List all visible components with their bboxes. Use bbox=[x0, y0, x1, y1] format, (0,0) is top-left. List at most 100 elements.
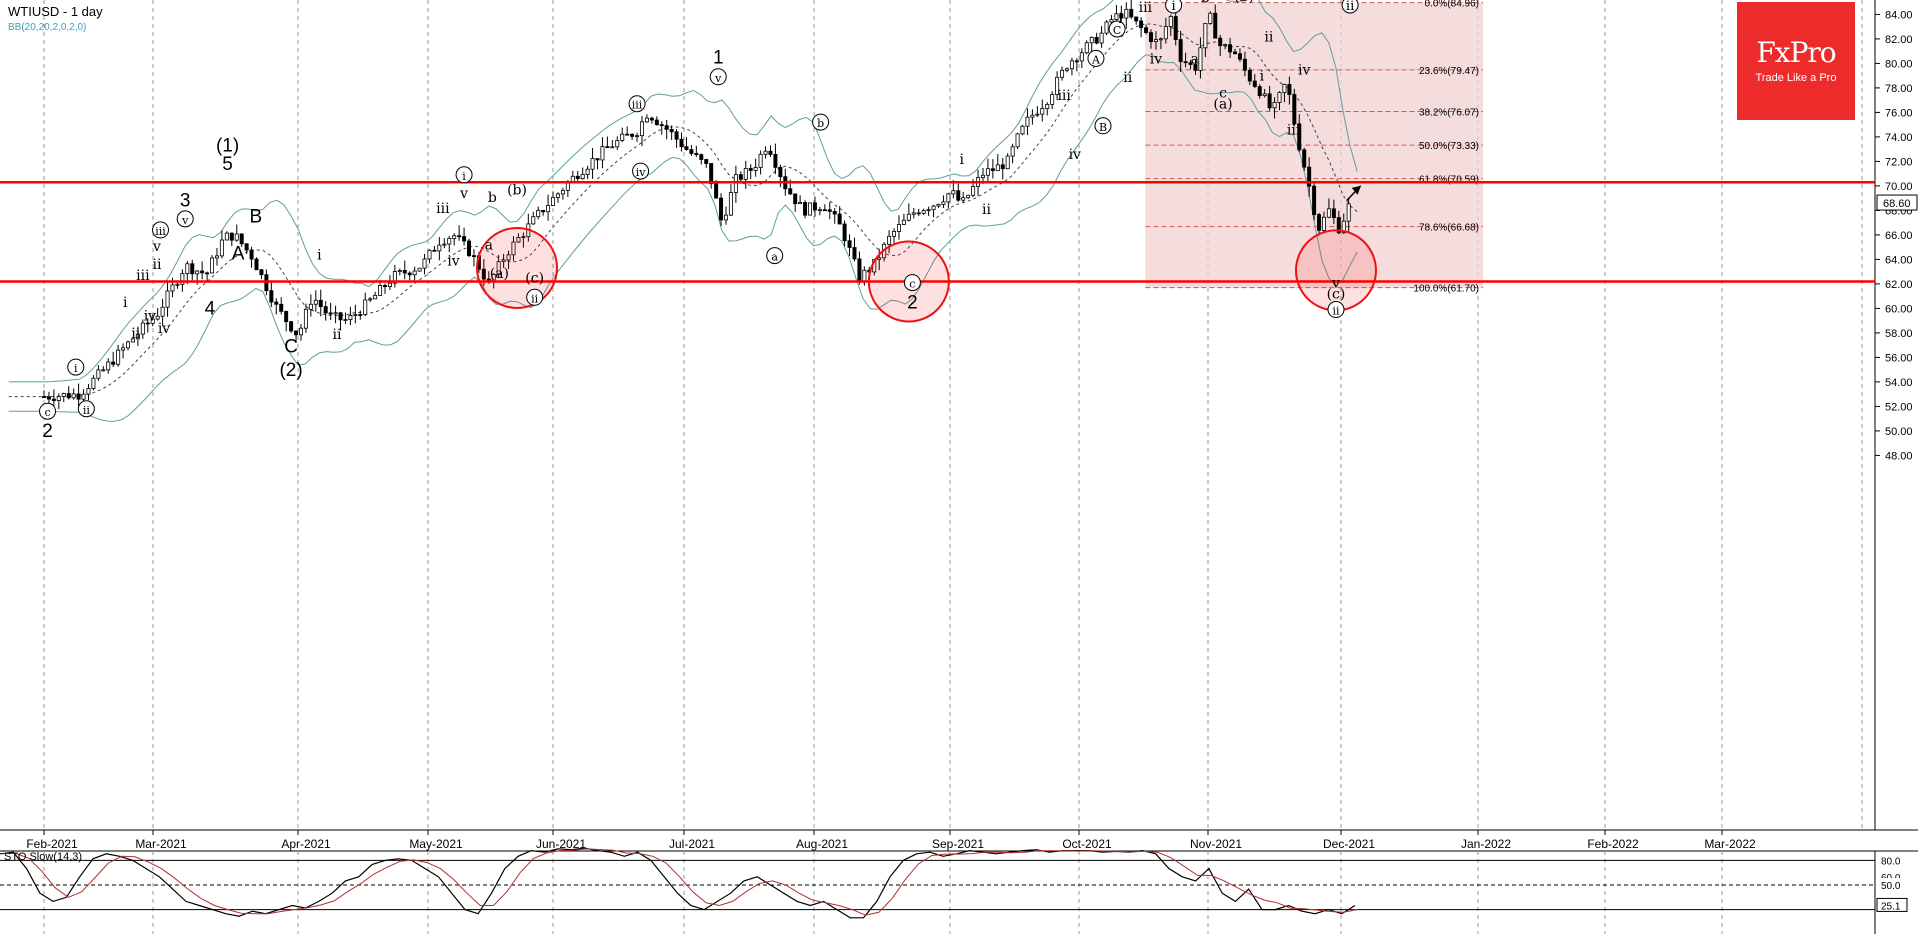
wave-label: v bbox=[181, 214, 189, 227]
x-tick-label: Jan-2022 bbox=[1461, 837, 1511, 851]
candle-body bbox=[555, 193, 560, 198]
candle-body bbox=[827, 209, 832, 212]
stoch-tick-box bbox=[1877, 853, 1907, 867]
candle-body bbox=[135, 333, 140, 340]
candle-body bbox=[471, 255, 476, 258]
wave-label: A bbox=[1091, 53, 1101, 66]
candle-body bbox=[1307, 166, 1312, 187]
wave-label: iii bbox=[436, 201, 450, 217]
fib-level-label: 61.8%(70.59) bbox=[1419, 175, 1479, 186]
candle-body bbox=[862, 269, 867, 282]
candle-body bbox=[1060, 69, 1065, 78]
stoch-tick-box bbox=[1876, 897, 1908, 912]
candle-body bbox=[1331, 208, 1336, 218]
candle-body bbox=[768, 150, 773, 155]
candle-body bbox=[1045, 104, 1050, 109]
wave-label: iii bbox=[1139, 0, 1153, 16]
wave-label: 3 bbox=[180, 191, 191, 212]
candle-body bbox=[467, 240, 472, 257]
candle-body bbox=[224, 232, 229, 241]
candle-body bbox=[437, 244, 442, 252]
candle-body bbox=[684, 146, 689, 150]
wave-label: c bbox=[909, 278, 915, 291]
wave-label: ii bbox=[1123, 70, 1132, 86]
wave-label: (1) bbox=[216, 136, 239, 157]
bollinger-upper-band bbox=[8, 0, 1358, 383]
candle-body bbox=[1312, 185, 1317, 216]
candle-body bbox=[674, 131, 679, 140]
candle-body bbox=[1079, 52, 1084, 62]
candle-body bbox=[605, 146, 610, 149]
wave-label: i bbox=[1118, 11, 1123, 27]
chart-title: WTIUSD - 1 day bbox=[8, 4, 103, 19]
candle-body bbox=[298, 327, 303, 336]
candle-body bbox=[363, 299, 368, 315]
candle-body bbox=[615, 140, 620, 148]
candle-body bbox=[121, 347, 126, 351]
candle-body bbox=[1035, 113, 1040, 116]
candle-body bbox=[214, 255, 219, 259]
logo-name: FxPro bbox=[1756, 36, 1836, 69]
wave-label: a bbox=[485, 238, 493, 254]
candle-body bbox=[56, 396, 61, 401]
candle-body bbox=[259, 269, 264, 276]
candle-body bbox=[1000, 164, 1005, 170]
indicator-label: BB(20,20,2,0,2,0) bbox=[8, 22, 87, 33]
candle-body bbox=[382, 285, 387, 287]
candle-body bbox=[931, 205, 936, 211]
candle-body bbox=[911, 212, 916, 215]
candle-body bbox=[941, 201, 946, 205]
candle-body bbox=[392, 271, 397, 284]
candle-body bbox=[353, 314, 358, 316]
candle-body bbox=[1149, 32, 1154, 43]
candle-body bbox=[368, 298, 373, 301]
candle-body bbox=[447, 238, 452, 245]
bollinger-lower-band bbox=[8, 54, 1358, 422]
wave-label: b bbox=[817, 117, 824, 130]
wave-label: i bbox=[1260, 69, 1265, 85]
candle-body bbox=[1084, 42, 1089, 54]
wave-label: ii bbox=[1332, 305, 1340, 318]
candle-body bbox=[812, 202, 817, 211]
candle-body bbox=[654, 119, 659, 126]
candle-body bbox=[61, 393, 66, 397]
candlestick-series bbox=[42, 0, 1351, 410]
fib-level-label: 50.0%(73.33) bbox=[1419, 141, 1479, 152]
candle-body bbox=[160, 306, 165, 317]
candle-body bbox=[1208, 12, 1213, 24]
candle-body bbox=[1218, 37, 1223, 47]
candle-body bbox=[1272, 102, 1277, 109]
candle-body bbox=[1139, 20, 1144, 29]
y-tick-label: 70.00 bbox=[1885, 181, 1913, 193]
candle-body bbox=[195, 270, 200, 275]
candle-body bbox=[1302, 149, 1307, 168]
wave-label-ring bbox=[77, 400, 95, 418]
stoch-tick-label: 50.0 bbox=[1881, 881, 1901, 892]
candle-body bbox=[709, 163, 714, 185]
y-tick-label: 56.00 bbox=[1885, 352, 1913, 364]
candle-body bbox=[1173, 16, 1178, 40]
candle-body bbox=[808, 202, 813, 216]
stoch-tick-label: 80.0 bbox=[1881, 856, 1901, 867]
candle-body bbox=[541, 210, 546, 213]
candle-body bbox=[239, 233, 244, 245]
candle-body bbox=[753, 167, 758, 171]
candle-body bbox=[1346, 203, 1351, 222]
wave-label: a bbox=[1191, 51, 1199, 67]
candle-body bbox=[318, 299, 323, 308]
candle-body bbox=[793, 193, 798, 205]
y-tick-label: 74.00 bbox=[1885, 132, 1913, 144]
candle-body bbox=[985, 168, 990, 176]
wave-label-ring bbox=[1108, 20, 1126, 38]
wave-label: v bbox=[1331, 276, 1340, 292]
candle-body bbox=[1193, 64, 1198, 71]
candle-body bbox=[66, 393, 71, 399]
wave-label-ring bbox=[1341, 0, 1359, 14]
candle-body bbox=[669, 128, 674, 133]
x-tick-label: Mar-2022 bbox=[1704, 837, 1756, 851]
projection-arrowhead bbox=[1351, 185, 1361, 195]
candle-body bbox=[516, 237, 521, 243]
candle-body bbox=[303, 308, 308, 329]
candle-body bbox=[1040, 108, 1045, 115]
wave-label: i bbox=[74, 362, 78, 375]
